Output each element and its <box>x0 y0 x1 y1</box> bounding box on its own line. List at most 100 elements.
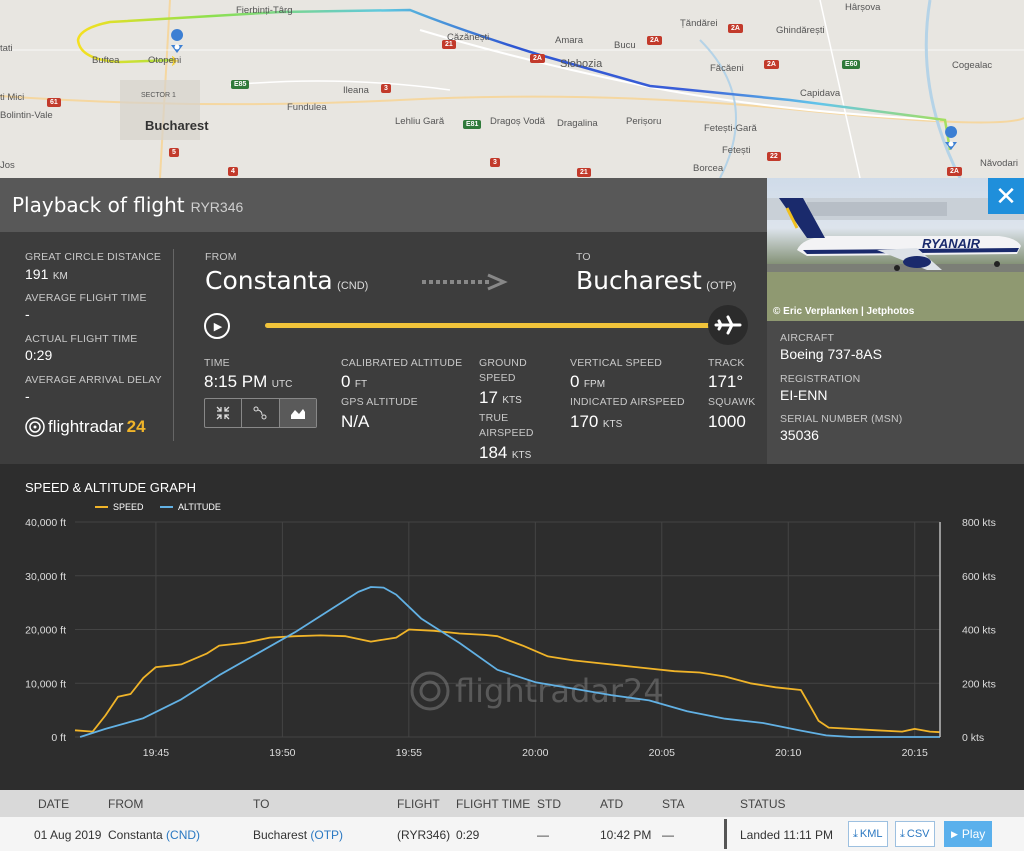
close-button[interactable]: ✕ <box>988 178 1024 214</box>
page-title: Playback of flight <box>12 193 185 217</box>
map-label-otopeni: Otopeni <box>148 55 182 66</box>
col-flight-time: FLIGHT TIME <box>456 797 531 811</box>
route-arrow-icon <box>422 273 508 291</box>
road-shield-5: 5 <box>169 148 179 157</box>
table-row[interactable]: 01 Aug 2019 Constanta (CND) Bucharest (O… <box>0 817 1024 851</box>
row-std: — <box>537 828 549 842</box>
flight-table-header: DATE FROM TO FLIGHT FLIGHT TIME STD ATD … <box>0 790 1024 817</box>
col-sta: STA <box>662 797 685 811</box>
graph-watermark: flightradar24 <box>455 672 664 710</box>
road-shield-4: 4 <box>228 167 238 176</box>
road-shield-2a-5: 2A <box>764 60 779 69</box>
road-shield-e85: E85 <box>231 80 250 89</box>
map-label-mici: ti Mici <box>0 92 25 103</box>
x-tick-label: 19:50 <box>269 747 295 759</box>
area-chart-icon <box>290 409 305 419</box>
ground-speed-label-1: GROUND <box>479 357 527 369</box>
road-shield-2a-2: 2A <box>647 36 662 45</box>
airplane-icon <box>714 315 742 335</box>
road-shield-3b: 3 <box>490 158 500 167</box>
divider <box>173 249 174 441</box>
aircraft-value: Boeing 737-8AS <box>780 346 882 362</box>
map-label-ghindaresti: Ghindărești <box>776 25 825 36</box>
route-icon <box>253 406 267 420</box>
ground-speed-unit: KTS <box>502 395 522 406</box>
cal-alt: 0 FT <box>341 372 367 392</box>
road-shield-2a-3: 2A <box>947 167 962 176</box>
aircraft-label: AIRCRAFT <box>780 332 835 344</box>
logo-text: flightradar <box>48 417 124 436</box>
vspeed-value: 0 <box>570 372 580 391</box>
true-as-value: 184 <box>479 443 508 462</box>
avg-delay-value: - <box>25 388 30 404</box>
to-city: Bucharest <box>576 266 702 295</box>
play-button[interactable]: ▶ <box>204 313 230 339</box>
route-mode-button[interactable] <box>242 399 280 427</box>
y-left-tick-label: 30,000 ft <box>25 571 66 583</box>
watermark-icon <box>410 671 450 711</box>
map-label-perisoru: Perișoru <box>626 116 662 127</box>
from-airport: Constanta (CND) <box>205 266 368 295</box>
svg-text:✈: ✈ <box>168 53 180 69</box>
col-std: STD <box>537 797 561 811</box>
playback-track[interactable] <box>265 323 725 328</box>
map-label-bucharest: Bucharest <box>145 118 209 133</box>
col-status: STATUS <box>740 797 786 811</box>
flight-map[interactable]: ✈ Fierbinți-Târg Căzănești Amara Bucu Ță… <box>0 0 1024 178</box>
gc-distance-unit: KM <box>52 271 68 282</box>
download-kml-button[interactable]: ⤓ KML <box>848 821 888 847</box>
collapse-mode-button[interactable] <box>205 399 243 427</box>
graph-mode-toggle <box>204 398 317 428</box>
map-label-fetesti: Fetești <box>722 145 751 156</box>
row-to-code[interactable]: (OTP) <box>310 828 344 842</box>
y-right-tick-label: 400 kts <box>962 625 996 637</box>
close-icon: ✕ <box>995 181 1017 211</box>
y-right-tick-label: 0 kts <box>962 732 984 744</box>
radar-logo-icon <box>25 417 45 437</box>
serial-value: 35036 <box>780 427 819 443</box>
aircraft-photo[interactable]: RYANAIR © Eric Verplanken | Jetphotos ✕ <box>767 178 1024 321</box>
map-label-dragalina: Dragalina <box>557 118 598 129</box>
playback-handle[interactable] <box>708 305 748 345</box>
y-left-tick-label: 10,000 ft <box>25 678 66 690</box>
csv-label: CSV <box>906 828 930 840</box>
x-tick-label: 20:05 <box>649 747 675 759</box>
time-unit: UTC <box>271 379 293 390</box>
map-label-tandarei: Țăndărei <box>680 18 718 29</box>
aircraft-image <box>767 198 1024 321</box>
map-label-lehliu: Lehliu Gară <box>395 116 445 127</box>
play-flight-button[interactable]: ▶ Play <box>944 821 993 847</box>
status-indicator <box>724 819 727 849</box>
download-csv-button[interactable]: ⤓ CSV <box>895 821 935 847</box>
map-label-tati: tati <box>0 43 13 54</box>
chart-svg[interactable]: SPEED ALTITUDE 40,000 ft 30,000 ft 20,000 ft… <box>0 464 1024 790</box>
row-status: Landed 11:11 PM <box>740 828 833 842</box>
graph-mode-button[interactable] <box>279 399 316 427</box>
time: 8:15 PM UTC <box>204 372 292 392</box>
download-icon: ⤓ <box>900 827 905 840</box>
row-from-city: Constanta <box>108 828 163 842</box>
col-from: FROM <box>108 797 144 811</box>
ground-speed-label-2: SPEED <box>479 372 516 384</box>
aircraft-livery-text: RYANAIR <box>922 236 981 251</box>
map-label-fierbinti: Fierbinți-Târg <box>236 5 293 16</box>
legend-altitude-label: ALTITUDE <box>178 502 221 512</box>
x-tick-label: 19:45 <box>143 747 169 759</box>
road-shield-61: 61 <box>47 98 61 107</box>
row-from-code[interactable]: (CND) <box>166 828 201 842</box>
registration-label: REGISTRATION <box>780 373 861 385</box>
ground-speed: 17 KTS <box>479 388 522 408</box>
aircraft-panel: RYANAIR © Eric Verplanken | Jetphotos ✕ … <box>767 178 1024 464</box>
y-left-tick-label: 40,000 ft <box>25 517 66 529</box>
road-shield-21: 21 <box>442 40 456 49</box>
playback-progress <box>265 323 725 328</box>
x-tick-label: 20:10 <box>775 747 801 759</box>
download-icon: ⤓ <box>853 827 858 840</box>
flight-info-panel: GREAT CIRCLE DISTANCE 191 KM AVERAGE FLI… <box>0 232 767 464</box>
photo-credit[interactable]: © Eric Verplanken | Jetphotos <box>773 306 915 317</box>
y-left-tick-label: 20,000 ft <box>25 625 66 637</box>
play-icon: ▶ <box>951 828 958 839</box>
actual-time-value: 0:29 <box>25 347 53 363</box>
true-as-label-2: AIRSPEED <box>479 427 534 439</box>
time-label: TIME <box>204 357 230 369</box>
